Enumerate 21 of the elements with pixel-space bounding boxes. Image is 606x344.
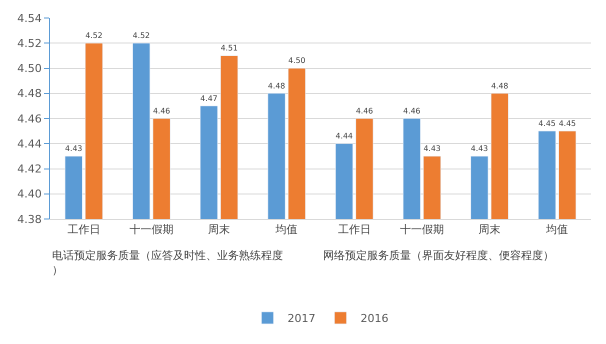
text: 网络预定服务质量（界面友好程度、便容程度）	[323, 249, 554, 262]
x-tick-label: 均值	[545, 223, 568, 236]
legend-label: 2016	[360, 312, 388, 326]
y-tick-label: 4.54	[17, 12, 42, 25]
y-tick-label: 4.38	[17, 212, 42, 226]
y-tick-label: 4.52	[17, 36, 42, 50]
y-tick-label: 4.42	[17, 162, 42, 176]
y-tick-label: 4.44	[17, 137, 42, 150]
x-tick-label: 工作日	[67, 223, 100, 236]
x-tick-label: 十一假期	[129, 223, 174, 236]
y-tick-label: 4.48	[17, 87, 42, 100]
x-tick-label: 工作日	[338, 223, 371, 236]
text: 电话预定服务质量（应答及时性、业务熟练程度）	[52, 249, 283, 276]
y-tick-label: 4.46	[17, 112, 42, 126]
y-tick-label: 4.40	[17, 188, 42, 201]
x-tick-label: 周末	[478, 223, 501, 236]
legend-label: 2017	[288, 312, 316, 326]
x-tick-label: 周末	[208, 223, 230, 236]
x-tick-label: 十一假期	[400, 223, 444, 236]
y-tick-label: 4.50	[17, 62, 42, 76]
x-tick-label: 均值	[274, 223, 298, 236]
